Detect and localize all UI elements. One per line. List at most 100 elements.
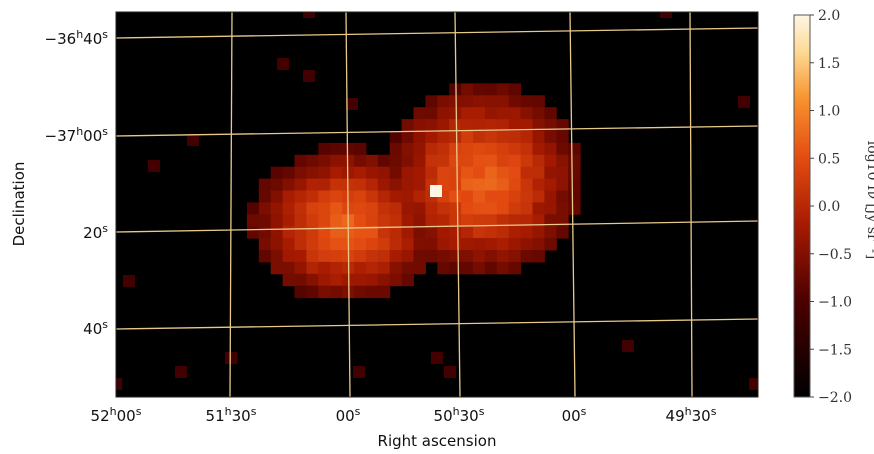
image-pixel	[532, 119, 545, 132]
noise-pixel	[303, 12, 315, 18]
x-tick-labels: 52h00s 51h30s 00s 50h30s 00s 49h30s	[91, 405, 717, 425]
image-pixel	[377, 238, 391, 251]
image-pixel	[330, 190, 343, 203]
colorbar-tick-label: −0.5	[818, 247, 852, 263]
image-pixel	[532, 131, 545, 144]
image-pixel	[437, 95, 450, 108]
image-pixel	[306, 178, 319, 191]
y-tick-label: 40s	[83, 318, 108, 338]
image-pixel	[318, 250, 331, 263]
image-pixel	[377, 261, 391, 275]
image-pixel	[568, 190, 581, 203]
image-pixel	[437, 154, 450, 168]
image-pixel	[461, 119, 474, 132]
image-pixel	[449, 178, 462, 191]
image-pixel	[342, 142, 355, 156]
image-pixel	[389, 166, 403, 180]
image-pixel	[389, 273, 403, 287]
image-pixel	[508, 166, 522, 180]
grid-line	[229, 12, 233, 397]
image-pixel	[330, 202, 343, 215]
noise-pixel	[738, 96, 750, 108]
image-pixel	[365, 226, 379, 239]
image-pixel	[377, 178, 391, 191]
image-pixel	[354, 214, 367, 227]
image-pixel	[318, 285, 331, 299]
image-pixel	[294, 202, 307, 215]
image-pixel	[330, 166, 343, 180]
image-pixel	[473, 238, 486, 251]
image-pixel	[437, 119, 450, 132]
image-pixel	[484, 214, 498, 227]
image-pixel	[496, 166, 510, 180]
image-pixel	[365, 202, 379, 215]
image-pixel	[270, 261, 284, 275]
image-pixel	[556, 178, 569, 191]
image-pixel	[437, 214, 450, 227]
image-pixel	[484, 190, 498, 203]
x-tick-label: 00s	[562, 405, 587, 425]
image-pixel	[484, 83, 498, 96]
image-pixel	[318, 178, 331, 191]
image-pixel	[461, 250, 474, 263]
image-pixel	[282, 166, 295, 180]
image-pixel	[532, 107, 545, 120]
image-pixel	[306, 166, 319, 180]
image-pixel	[508, 250, 522, 263]
image-pixel	[461, 214, 474, 227]
image-pixel	[413, 238, 426, 251]
image-pixel	[354, 273, 367, 287]
noise-pixel	[346, 98, 358, 110]
noise-pixel	[148, 160, 160, 172]
image-pixel	[330, 226, 343, 239]
image-pixel	[544, 131, 557, 144]
image-pixel	[389, 178, 403, 191]
image-pixel	[342, 154, 355, 168]
image-pixel	[544, 190, 557, 203]
image-pixel	[282, 273, 295, 287]
image-pixel	[449, 142, 462, 156]
image-pixel	[449, 190, 462, 203]
image-pixel	[413, 119, 426, 132]
image-pixel	[401, 202, 414, 215]
image-pixel	[556, 131, 569, 144]
image-pixel	[306, 250, 319, 263]
image-pixel	[413, 142, 426, 156]
image-pixel	[461, 131, 474, 144]
image-pixel	[365, 214, 379, 227]
image-pixel	[532, 142, 545, 156]
image-pixel	[425, 142, 438, 156]
image-pixel	[461, 261, 474, 275]
image-pixel	[282, 261, 295, 275]
image-pixel	[282, 214, 295, 227]
image-pixel	[377, 250, 391, 263]
image-pixel	[461, 226, 474, 239]
image-pixel	[568, 154, 581, 168]
image-pixel	[306, 261, 319, 275]
x-tick-label: 00s	[336, 405, 361, 425]
image-pixel	[330, 154, 343, 168]
image-pixel	[258, 250, 272, 263]
y-tick-label: −36h40s	[45, 28, 109, 48]
image-pixel	[318, 238, 331, 251]
image-pixel	[425, 119, 438, 132]
x-tick-label: 52h00s	[91, 405, 142, 425]
image-pixel	[401, 273, 414, 287]
image-pixel	[473, 131, 486, 144]
image-pixel	[508, 238, 522, 251]
image-pixel	[532, 95, 545, 108]
grid-line	[345, 12, 351, 397]
image-pixel	[425, 166, 438, 180]
image-pixel	[496, 261, 510, 275]
image-pixel	[520, 238, 533, 251]
image-pixel	[413, 261, 426, 275]
image-pixel	[401, 250, 414, 263]
x-tick-label: 49h30s	[666, 405, 717, 425]
image-pixel	[401, 214, 414, 227]
image-pixel	[282, 226, 295, 239]
image-pixel	[425, 202, 438, 215]
image-pixel	[508, 214, 522, 227]
image-pixel	[556, 154, 569, 168]
image-pixel	[437, 226, 450, 239]
image-pixel	[484, 166, 498, 180]
